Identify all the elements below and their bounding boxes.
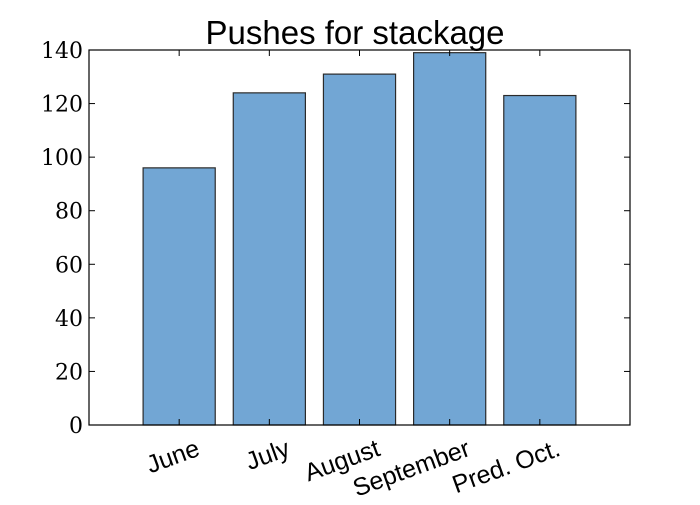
- bar-pred-oct: [503, 94, 577, 426]
- y-tick-label: 20: [55, 360, 83, 385]
- bar-august: [322, 73, 397, 426]
- y-axis-tick-labels: 0 20 40 60 80 100 120 140: [41, 39, 83, 439]
- bar-september: [413, 52, 487, 426]
- bar-june: [142, 167, 216, 426]
- bars-layer: [142, 52, 577, 426]
- x-tick-label: July: [242, 434, 294, 476]
- axis-ticks-layer: [89, 49, 630, 426]
- y-tick-label: 100: [41, 146, 83, 171]
- bar-july: [232, 92, 306, 426]
- y-tick-label: 0: [69, 414, 83, 439]
- y-tick-label: 80: [55, 200, 83, 225]
- y-tick-label: 120: [41, 93, 83, 118]
- y-tick-label: 140: [41, 39, 83, 64]
- chart-title: Pushes for stackage: [206, 14, 505, 51]
- x-tick-label: June: [143, 434, 204, 479]
- y-tick-label: 40: [55, 307, 83, 332]
- y-tick-label: 60: [55, 253, 83, 278]
